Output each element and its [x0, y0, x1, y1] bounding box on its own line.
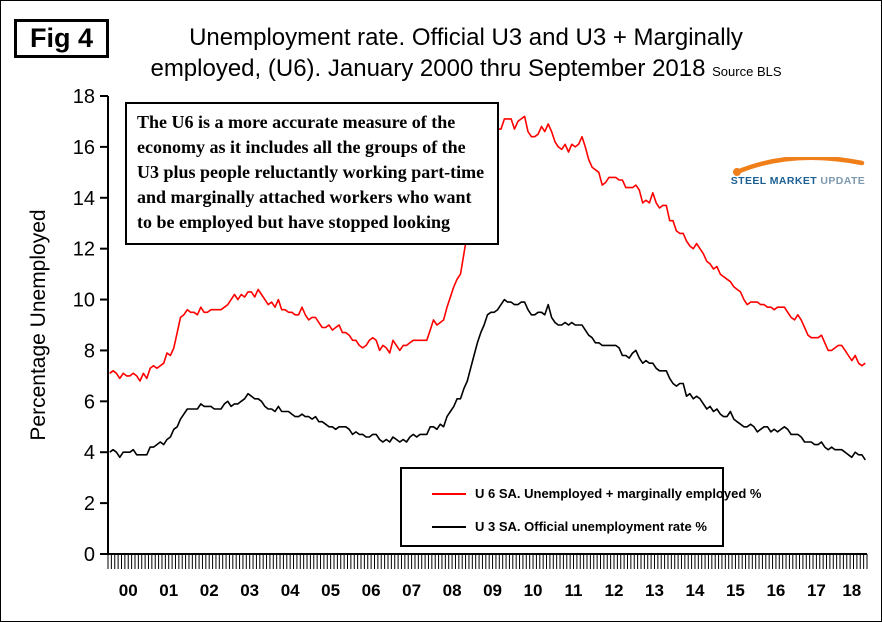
u3-line-sample: [432, 525, 466, 528]
y-axis-title: Percentage Unemployed: [27, 209, 50, 441]
legend-box: U 6 SA. Unemployed + marginally employed…: [400, 467, 761, 547]
x-year-label: 00: [119, 581, 138, 600]
figure-number-label: Fig 4: [14, 19, 110, 58]
source-label: Source BLS: [712, 64, 782, 79]
x-year-label: 10: [524, 581, 543, 600]
smu-word-market: MARKET: [769, 175, 818, 187]
chart-title: Unemployment rate. Official U3 and U3 + …: [101, 22, 831, 87]
x-year-label: 11: [565, 581, 583, 600]
x-year-label: 15: [726, 581, 745, 600]
x-year-label: 13: [645, 581, 664, 600]
x-year-label: 08: [443, 581, 462, 600]
smu-logo-text: STEEL MARKET UPDATE: [727, 175, 869, 187]
chart-title-line1: Unemployment rate. Official U3 and U3 + …: [189, 24, 743, 51]
u3-legend-label: U 3 SA. Official unemployment rate %: [475, 519, 707, 534]
y-tick-label: 8: [84, 340, 95, 362]
y-tick-label: 2: [84, 493, 95, 515]
y-tick-label: 16: [73, 137, 95, 159]
x-year-label: 16: [766, 581, 785, 600]
x-year-label: 01: [159, 581, 178, 600]
annotation-box: The U6 is a more accurate measure of the…: [125, 102, 499, 245]
x-year-label: 02: [200, 581, 219, 600]
y-tick-label: 0: [84, 544, 95, 566]
y-tick-label: 12: [73, 239, 95, 261]
x-year-label: 04: [281, 581, 300, 600]
x-year-label: 17: [807, 581, 826, 600]
legend-item-u6: U 6 SA. Unemployed + marginally employed…: [432, 477, 761, 510]
y-tick-label: 14: [73, 188, 95, 210]
legend-item-u3: U 3 SA. Official unemployment rate %: [432, 510, 722, 543]
y-tick-label: 4: [84, 442, 95, 464]
smu-swoosh-icon: [733, 157, 865, 176]
y-tick-label: 18: [73, 86, 95, 108]
x-year-label: 06: [362, 581, 381, 600]
x-year-label: 05: [321, 581, 340, 600]
smu-logo: STEEL MARKET UPDATE: [727, 157, 869, 187]
smu-word-update: UPDATE: [820, 175, 866, 187]
x-year-label: 03: [240, 581, 259, 600]
u3-series-line: [109, 298, 866, 461]
x-year-label: 07: [402, 581, 421, 600]
x-year-label: 12: [605, 581, 624, 600]
x-year-label: 14: [685, 581, 704, 600]
smu-word-steel: STEEL: [730, 175, 767, 187]
chart-title-line2: employed, (U6). January 2000 thru Septem…: [150, 55, 706, 82]
u6-line-sample: [432, 492, 466, 495]
y-tick-label: 10: [73, 290, 95, 312]
y-tick-label: 6: [84, 391, 95, 413]
x-year-label: 18: [842, 581, 861, 600]
x-year-label: 09: [483, 581, 502, 600]
u6-legend-label: U 6 SA. Unemployed + marginally employed…: [475, 486, 762, 501]
